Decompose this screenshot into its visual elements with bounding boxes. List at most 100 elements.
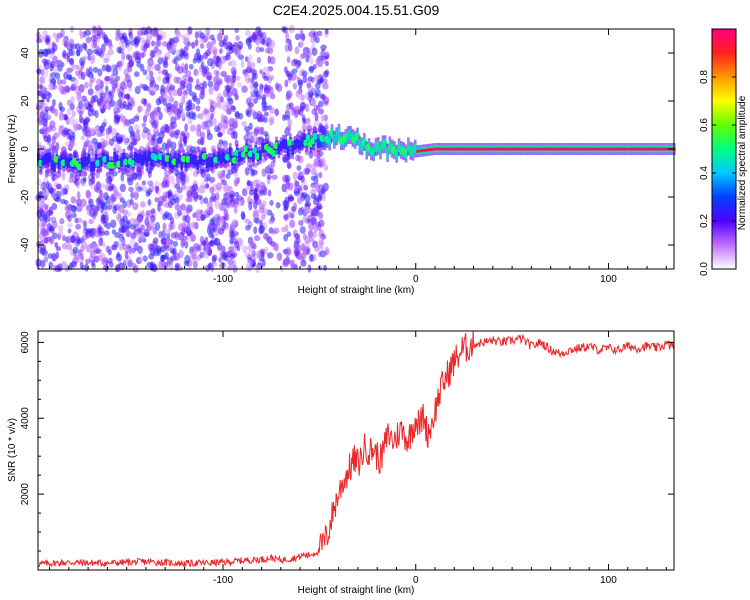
spectrogram-cell xyxy=(85,138,90,147)
spectrogram-cell xyxy=(286,56,291,63)
spectrogram-cell xyxy=(180,235,186,245)
spectrogram-cell xyxy=(189,124,197,132)
spectrogram-cell xyxy=(200,169,207,178)
spectrogram-cell xyxy=(299,38,305,48)
spectrogram-cell xyxy=(315,182,320,192)
spectrogram-cell xyxy=(137,245,143,255)
spectrogram-cell xyxy=(243,72,250,80)
spectrogram-cell xyxy=(252,133,258,142)
spectrogram-cell xyxy=(287,42,293,52)
spectrogram-cell xyxy=(76,204,83,213)
spectrogram-cell xyxy=(285,105,291,114)
spectrogram-cell xyxy=(286,146,290,157)
spectrogram-cell xyxy=(70,172,76,182)
spectrogram-cell xyxy=(71,110,76,118)
spectrogram-cell xyxy=(291,68,298,74)
spectrogram-cell xyxy=(115,154,119,165)
spectrogram-cell xyxy=(313,225,318,233)
spectrogram-cell xyxy=(374,142,378,153)
spectrogram-cell xyxy=(659,147,662,151)
snr-y-tick-label: 4000 xyxy=(20,407,31,430)
spectrogram-cell xyxy=(181,34,186,40)
spectrogram-cell xyxy=(170,116,177,125)
spectrogram-cell xyxy=(531,147,535,151)
spectrogram-cell xyxy=(67,142,74,149)
spectrogram-cell xyxy=(48,124,54,131)
spectrogram-cell xyxy=(317,100,324,108)
spectrogram-cell xyxy=(180,159,183,170)
spectrogram-cell xyxy=(189,153,193,164)
spectrogram-cell xyxy=(225,223,230,230)
spectrogram-cell xyxy=(413,143,417,154)
spectrogram-cell xyxy=(317,223,322,232)
spectrogram-cell xyxy=(196,124,202,133)
spectrogram-cell xyxy=(100,183,106,189)
spectrogram-cell xyxy=(217,227,225,235)
spectrogram-cell xyxy=(215,182,223,191)
spectrogram-cell xyxy=(186,217,191,223)
spectrogram-cell xyxy=(318,213,324,221)
spectrogram-cell xyxy=(107,103,112,111)
spectrogram-cell xyxy=(213,117,217,127)
spectrogram-cell xyxy=(110,73,115,83)
spectrogram-cell xyxy=(323,114,328,122)
spectrogram-cell xyxy=(48,53,55,60)
spectrogram-cell xyxy=(199,137,204,146)
spectrogram-cell xyxy=(286,125,292,131)
spectrogram-cell xyxy=(100,215,107,225)
spectrogram-cell xyxy=(205,27,211,36)
spectrogram-cell xyxy=(38,115,44,123)
spectrogram-cell xyxy=(527,147,530,151)
spectrogram-cell xyxy=(116,136,123,143)
spectrogram-cell xyxy=(631,147,634,151)
spectrogram-cell xyxy=(320,157,327,167)
spectrogram-cell xyxy=(322,96,330,105)
snr-series-line xyxy=(37,330,674,568)
spectrogram-cell xyxy=(208,206,214,216)
spectrogram-cell xyxy=(216,215,222,222)
spectrogram-cell xyxy=(460,147,463,151)
spectrogram-cell xyxy=(63,71,69,80)
spectrogram-cell xyxy=(541,147,544,151)
spectrogram-cell xyxy=(284,139,288,150)
spectrogram-cell xyxy=(71,131,76,139)
spectrogram-cell xyxy=(263,187,268,196)
spectrogram-cell xyxy=(455,147,459,151)
spectrogram-cell xyxy=(219,154,223,165)
spectrogram-cell xyxy=(259,47,265,53)
spectrogram-cell xyxy=(41,93,47,100)
spectrogram-cell xyxy=(231,219,238,226)
spectrogram-cell xyxy=(587,147,591,151)
spectrogram-cell xyxy=(427,148,431,152)
spectrogram-cell xyxy=(301,114,306,122)
spectrogram-cell xyxy=(318,184,325,190)
spectrogram-cell xyxy=(58,101,63,111)
spectrogram-cell xyxy=(231,118,238,126)
spectrogram-cell xyxy=(536,147,540,151)
spectrogram-cell xyxy=(285,181,291,189)
spectrogram-x-axis-title: Height of straight line (km) xyxy=(298,285,415,296)
spectrogram-cell xyxy=(295,154,299,162)
spectrogram-cell xyxy=(299,101,306,110)
spectrogram-cell xyxy=(185,157,188,168)
spectrogram-cell xyxy=(150,215,156,223)
spectrogram-cell xyxy=(320,114,325,123)
spectrogram-cell xyxy=(128,104,133,111)
spectrogram-cell xyxy=(92,210,97,220)
spectrogram-cell xyxy=(170,141,177,151)
spectrogram-cell xyxy=(304,201,312,207)
spectrogram-cell xyxy=(226,87,231,94)
spectrogram-cell xyxy=(158,260,163,270)
spectrogram-cell xyxy=(93,184,100,191)
spectrogram-cell xyxy=(316,202,322,210)
spectrogram-cell xyxy=(137,27,143,35)
spectrogram-cell xyxy=(64,156,68,167)
spectrogram-cell xyxy=(296,76,301,83)
spectrogram-cell xyxy=(287,73,293,81)
spectrogram-cell xyxy=(148,253,155,260)
spectrogram-cell xyxy=(85,36,92,44)
spectrogram-cell xyxy=(192,183,199,192)
spectrogram-cell xyxy=(298,197,303,204)
spectrogram-cell xyxy=(217,132,223,138)
spectrogram-cell xyxy=(99,200,106,207)
